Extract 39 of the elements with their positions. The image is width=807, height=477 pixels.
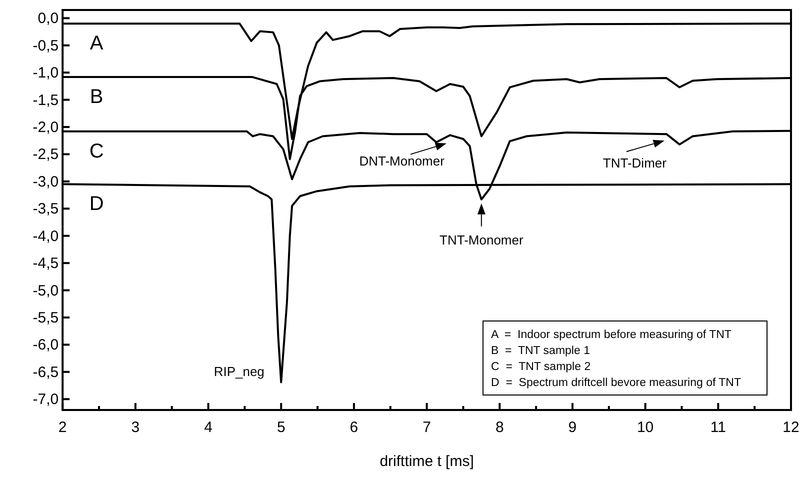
x-tick-label: 9 [568, 419, 577, 436]
annotation: RIP_neg [214, 364, 264, 380]
y-tick-label: -3,5 [32, 200, 59, 218]
y-tick-label: -5,0 [32, 282, 59, 300]
annotation: C = TNT sample 2 [491, 361, 591, 373]
annotation: A = Indoor spectrum before measuring of TNT [491, 329, 732, 341]
y-tick-label: -5,5 [32, 309, 59, 326]
annotation: D = Spectrum driftcell bevore measuring of TNT [491, 377, 742, 389]
y-tick-label: -1,5 [32, 92, 59, 109]
x-tick-label: 3 [131, 419, 140, 436]
y-tick-label: -2,5 [32, 146, 59, 164]
x-tick-label: 6 [350, 419, 358, 436]
y-tick-label: -6,5 [32, 364, 59, 381]
y-tick-label: -1,0 [32, 64, 59, 82]
y-tick-label: -6,0 [32, 336, 59, 354]
annotation: TNT-Dimer [602, 156, 668, 171]
y-tick-label: -7,0 [32, 391, 59, 408]
y-tick-label: 0,0 [38, 10, 59, 28]
annotation: DNT-Monomer [359, 153, 446, 168]
y-tick-label: -0,5 [32, 37, 59, 54]
series-label: B [90, 86, 104, 108]
annotation: TNT-Monomer [440, 232, 524, 248]
y-tick-label: -4,0 [32, 228, 59, 245]
y-tick-label: -3,0 [32, 173, 59, 190]
series-label: D [89, 193, 104, 216]
y-tick-label: -2,0 [32, 119, 59, 136]
x-axis-title: drifttime t [ms] [380, 453, 474, 470]
x-tick-label: 12 [782, 419, 800, 436]
x-tick-label: 7 [422, 419, 431, 436]
x-tick-label: 10 [636, 419, 654, 436]
x-tick-label: 2 [58, 419, 67, 436]
series-label: C [89, 140, 104, 162]
x-tick-label: 8 [495, 419, 504, 436]
series-label: A [90, 32, 104, 55]
x-tick-label: 11 [710, 419, 726, 436]
y-tick-label: -4,5 [32, 255, 59, 272]
annotation: B = TNT sample 1 [491, 345, 590, 357]
x-tick-label: 4 [204, 419, 212, 436]
x-tick-label: 5 [276, 419, 286, 436]
